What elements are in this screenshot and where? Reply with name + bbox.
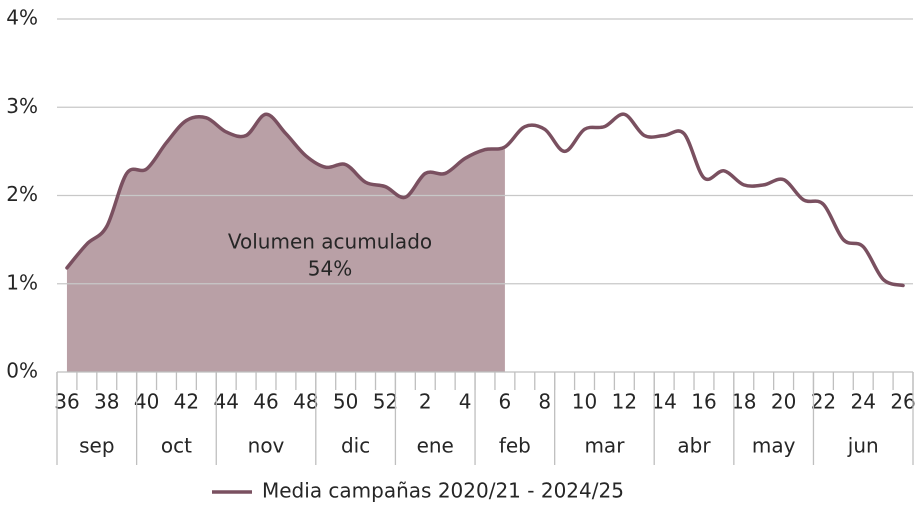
y-tick-label: 1% xyxy=(6,270,38,294)
x-tick-label: 52 xyxy=(373,390,398,414)
month-label: jun xyxy=(847,434,879,458)
x-tick-label: 6 xyxy=(499,390,512,414)
series-line xyxy=(65,112,905,288)
x-tick-label: 48 xyxy=(293,390,318,414)
y-tick-label: 4% xyxy=(6,6,38,30)
legend-label: Media campañas 2020/21 - 2024/25 xyxy=(262,479,624,503)
x-tick-label: 4 xyxy=(459,390,472,414)
month-label: oct xyxy=(161,434,192,458)
x-tick-label: 2 xyxy=(419,390,432,414)
month-label: ene xyxy=(417,434,454,458)
month-label: sep xyxy=(79,434,114,458)
x-tick-label: 50 xyxy=(333,390,358,414)
x-tick-label: 8 xyxy=(538,390,551,414)
x-tick-label: 24 xyxy=(851,390,876,414)
x-tick-label: 46 xyxy=(253,390,278,414)
y-tick-label: 0% xyxy=(6,359,38,383)
annotation: 54% xyxy=(308,257,352,281)
x-tick-label: 20 xyxy=(771,390,796,414)
month-label: mar xyxy=(584,434,625,458)
x-tick-label: 18 xyxy=(731,390,756,414)
annotation: Volumen acumulado xyxy=(228,230,432,254)
month-label: may xyxy=(752,434,796,458)
x-tick-label: 16 xyxy=(691,390,716,414)
y-tick-label: 2% xyxy=(6,182,38,206)
month-label: nov xyxy=(248,434,285,458)
x-tick-label: 36 xyxy=(54,390,79,414)
x-tick-label: 10 xyxy=(572,390,597,414)
x-tick-label: 42 xyxy=(174,390,199,414)
x-tick-label: 40 xyxy=(134,390,159,414)
x-tick-label: 26 xyxy=(890,390,915,414)
month-label: feb xyxy=(499,434,531,458)
x-tick-label: 38 xyxy=(94,390,119,414)
x-tick-label: 14 xyxy=(651,390,676,414)
month-label: dic xyxy=(341,434,370,458)
shaded-area xyxy=(66,114,505,372)
x-tick-label: 22 xyxy=(811,390,836,414)
x-tick-label: 12 xyxy=(612,390,637,414)
y-tick-label: 3% xyxy=(6,94,38,118)
month-label: abr xyxy=(677,434,711,458)
x-tick-label: 44 xyxy=(213,390,238,414)
